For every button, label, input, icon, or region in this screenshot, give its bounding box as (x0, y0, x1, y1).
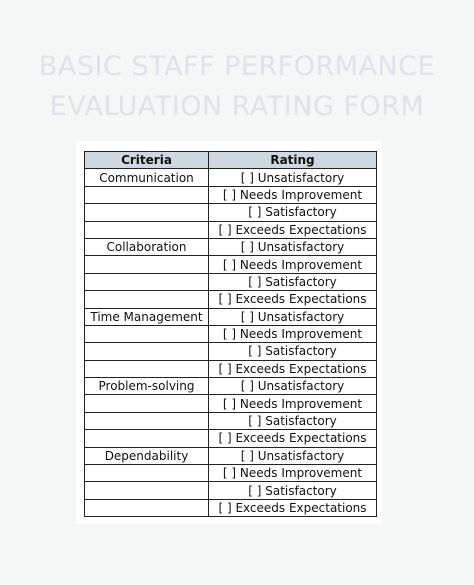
table-row: [ ] Needs Improvement (84, 255, 377, 274)
rating-option-cell[interactable]: [ ] Satisfactory (208, 411, 377, 431)
criteria-cell: Time Management (84, 307, 209, 326)
rating-option-cell[interactable]: [ ] Exceeds Expectations (208, 220, 377, 239)
form-card: Criteria Rating Communication[ ] Unsatis… (76, 141, 382, 524)
rating-option-cell[interactable]: [ ] Satisfactory (208, 272, 377, 292)
rating-option-cell[interactable]: [ ] Unsatisfactory (208, 446, 377, 466)
table-row: Communication[ ] Unsatisfactory (84, 168, 377, 187)
rating-option-cell[interactable]: [ ] Unsatisfactory (208, 377, 377, 396)
rating-option-cell[interactable]: [ ] Unsatisfactory (208, 237, 377, 257)
criteria-cell (84, 394, 209, 413)
criteria-cell (84, 272, 209, 292)
table-row: [ ] Satisfactory (84, 272, 377, 292)
rating-option-cell[interactable]: [ ] Satisfactory (208, 342, 377, 361)
title-line-1: BASIC STAFF PERFORMANCE (38, 51, 436, 82)
criteria-cell (84, 411, 209, 431)
table-row: [ ] Needs Improvement (84, 464, 377, 483)
criteria-cell (84, 481, 209, 500)
criteria-cell (84, 185, 209, 205)
rating-option-cell[interactable]: [ ] Exceeds Expectations (208, 429, 377, 448)
criteria-cell (84, 255, 209, 274)
table-row: [ ] Exceeds Expectations (84, 359, 377, 379)
rating-option-cell[interactable]: [ ] Needs Improvement (208, 255, 377, 274)
table-row: Time Management[ ] Unsatisfactory (84, 307, 377, 326)
table-row: [ ] Exceeds Expectations (84, 290, 377, 309)
criteria-header: Criteria (84, 150, 209, 170)
criteria-cell (84, 342, 209, 361)
table-row: Collaboration[ ] Unsatisfactory (84, 237, 377, 257)
criteria-cell (84, 290, 209, 309)
criteria-cell: Communication (84, 168, 209, 187)
criteria-cell (84, 220, 209, 239)
criteria-cell (84, 359, 209, 379)
rating-table: Criteria Rating Communication[ ] Unsatis… (84, 150, 377, 518)
criteria-cell (84, 429, 209, 448)
rating-option-cell[interactable]: [ ] Satisfactory (208, 481, 377, 500)
table-row: [ ] Needs Improvement (84, 324, 377, 344)
criteria-cell: Collaboration (84, 237, 209, 257)
table-row: Dependability[ ] Unsatisfactory (84, 446, 377, 466)
rating-option-cell[interactable]: [ ] Exceeds Expectations (208, 359, 377, 379)
table-row: [ ] Exceeds Expectations (84, 498, 377, 518)
table-row: [ ] Satisfactory (84, 481, 377, 500)
criteria-cell (84, 203, 209, 222)
table-row: [ ] Exceeds Expectations (84, 220, 377, 239)
rating-header: Rating (208, 150, 377, 170)
table-body: Communication[ ] Unsatisfactory[ ] Needs… (84, 168, 377, 518)
rating-option-cell[interactable]: [ ] Exceeds Expectations (208, 498, 377, 518)
criteria-cell: Dependability (84, 446, 209, 466)
criteria-cell (84, 324, 209, 344)
criteria-cell: Problem-solving (84, 377, 209, 396)
table-row: [ ] Needs Improvement (84, 394, 377, 413)
table-row: [ ] Needs Improvement (84, 185, 377, 205)
title-line-2: EVALUATION RATING FORM (49, 91, 425, 122)
table-row: [ ] Satisfactory (84, 342, 377, 361)
table-header-row: Criteria Rating (84, 150, 377, 170)
rating-option-cell[interactable]: [ ] Needs Improvement (208, 324, 377, 344)
rating-option-cell[interactable]: [ ] Exceeds Expectations (208, 290, 377, 309)
rating-option-cell[interactable]: [ ] Satisfactory (208, 203, 377, 222)
rating-option-cell[interactable]: [ ] Needs Improvement (208, 464, 377, 483)
rating-option-cell[interactable]: [ ] Needs Improvement (208, 394, 377, 413)
criteria-cell (84, 464, 209, 483)
rating-option-cell[interactable]: [ ] Unsatisfactory (208, 168, 377, 187)
table-row: [ ] Exceeds Expectations (84, 429, 377, 448)
table-row: Problem-solving[ ] Unsatisfactory (84, 377, 377, 396)
rating-option-cell[interactable]: [ ] Unsatisfactory (208, 307, 377, 326)
criteria-cell (84, 498, 209, 518)
table-row: [ ] Satisfactory (84, 411, 377, 431)
rating-option-cell[interactable]: [ ] Needs Improvement (208, 185, 377, 205)
table-row: [ ] Satisfactory (84, 203, 377, 222)
